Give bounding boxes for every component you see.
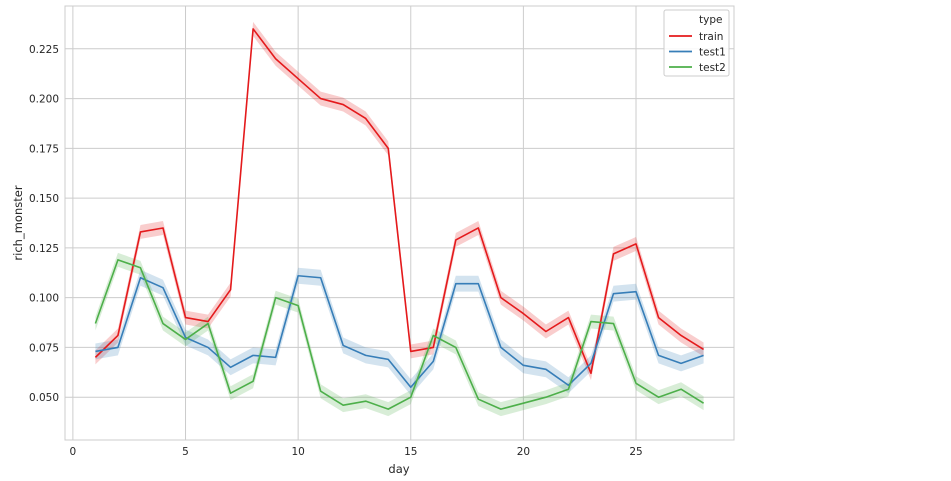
series-line-train [94, 28, 705, 375]
y-tick-label: 0.100 [29, 293, 59, 305]
series-line-test1 [95, 274, 704, 389]
confidence-bands [95, 21, 704, 417]
y-tick-label: 0.200 [29, 94, 59, 106]
x-tick-label: 20 [517, 446, 530, 458]
legend-box [663, 9, 730, 77]
legend-label-train: train [699, 31, 723, 43]
x-tick-labels: 0 5 10 15 20 25 [70, 446, 643, 458]
legend-label-test2: test2 [699, 62, 726, 74]
y-tick-label: 0.225 [29, 44, 59, 56]
x-tick-label: 5 [182, 446, 189, 458]
y-tick-label: 0.150 [29, 193, 59, 205]
y-tick-label: 0.175 [29, 143, 59, 155]
x-tick-label: 15 [404, 446, 417, 458]
legend-title: type [699, 14, 722, 26]
x-tick-label: 25 [629, 446, 642, 458]
series-line-test2 [94, 259, 705, 410]
ci-band-test1 [95, 267, 704, 396]
x-axis-label: day [388, 462, 409, 476]
x-tick-label: 0 [70, 446, 77, 458]
y-tick-label: 0.075 [29, 342, 59, 354]
plot-background [65, 6, 734, 440]
series-lines [94, 28, 705, 410]
plot-frame [64, 5, 735, 441]
y-tick-label: 0.125 [29, 243, 59, 255]
legend-label-test1: test1 [699, 47, 726, 59]
y-axis-label: rich_monster [11, 185, 25, 260]
legend: type train test1 test2 [663, 9, 730, 77]
y-tick-label: 0.050 [29, 392, 59, 404]
x-tick-label: 10 [291, 446, 304, 458]
y-tick-labels: 0.050 0.075 0.100 0.125 0.150 0.175 0.200 0.225 [29, 44, 59, 404]
